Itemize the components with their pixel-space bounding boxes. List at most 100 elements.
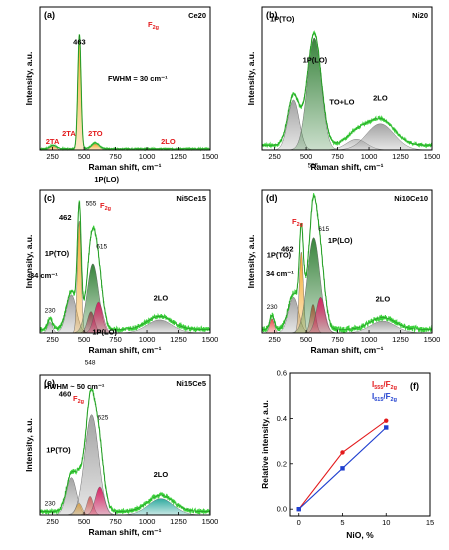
x-tick-label: 1500 [202, 335, 219, 344]
x-tick-label: 1250 [392, 152, 409, 161]
annotation: FWHM = 30 cm⁻¹ [108, 74, 168, 83]
panel-a: 250 500 750 1000 1250 1500 Raman shift, cm⁻¹ In… [24, 6, 219, 172]
x-tick-label: 1000 [139, 152, 156, 161]
annotation: 230 [45, 500, 56, 507]
f2g-label: F2g [100, 201, 111, 212]
x-tick-label: 1500 [424, 152, 441, 161]
panel-label: (f) [410, 381, 419, 391]
fit-envelope [262, 32, 432, 146]
annotation: 460 [59, 389, 72, 398]
annotation: 625 [98, 414, 109, 421]
fit-envelope [40, 389, 210, 512]
f2g-label: F2g [148, 20, 159, 31]
x-tick-label: 500 [300, 152, 313, 161]
sample-name: Ni20 [412, 11, 428, 20]
x-tick-label: 250 [46, 335, 59, 344]
annotation: 2LO [154, 470, 169, 479]
x-tick-label: 1000 [139, 335, 156, 344]
f2g-label: F2g [292, 217, 303, 228]
data-point [296, 506, 301, 512]
x-tick-label: 1000 [361, 152, 378, 161]
legend-entry: I555/F2g [372, 380, 397, 391]
x-tick-label: 250 [46, 152, 59, 161]
annotation: 1P(TO) [270, 15, 295, 24]
y-axis-label: Intensity, a.u. [24, 52, 34, 106]
panel-label: (e) [44, 378, 55, 388]
axes-frame [39, 189, 211, 334]
x-tick-label: 500 [300, 335, 313, 344]
data-point [340, 466, 345, 471]
annotation: 34 cm⁻¹ [266, 269, 294, 278]
y-axis-label: Relative intensity, a.u. [260, 400, 270, 489]
x-axis-label: Raman shift, cm⁻¹ [311, 162, 384, 172]
axes-frame [39, 374, 211, 516]
data-point [340, 450, 345, 455]
annotation: 555 [86, 200, 97, 207]
annotation: 462 [281, 245, 294, 254]
x-tick-label: 500 [78, 335, 91, 344]
annotation: 1P(TO) [45, 249, 70, 258]
legend-entry: I615/F2g [372, 392, 397, 403]
annotation: 34 cm⁻¹ [30, 271, 58, 280]
annotation: 1P(TO) [267, 251, 292, 260]
panel-label: (c) [44, 193, 55, 203]
axes-frame [39, 6, 211, 151]
annotation: 2LO [373, 93, 388, 102]
band-615 [302, 297, 339, 334]
y-axis-label: Intensity, a.u. [24, 235, 34, 289]
x-tick-label: 1250 [392, 335, 409, 344]
y-axis-label: Intensity, a.u. [246, 52, 256, 106]
fit-envelope [40, 201, 210, 330]
annotation: 2TA [62, 129, 76, 138]
panel-c: 250 500 750 1000 1250 1500 Raman shift, cm⁻¹ In… [24, 175, 218, 355]
annotation: 463 [73, 37, 86, 46]
annotation: 230 [267, 304, 278, 311]
axes-frame [261, 6, 433, 151]
y-tick-label: 0.6 [277, 369, 287, 378]
x-tick-label: 500 [78, 517, 91, 526]
x-tick-label: 1250 [170, 152, 187, 161]
panel-f: 0 5 10 15 0.0 0.2 0.4 0.6 NiO, % Relative intensi… [260, 369, 434, 541]
sample-name: Ce20 [188, 11, 206, 20]
sample-name: Ni10Ce10 [394, 194, 428, 203]
x-tick-label: 5 [340, 518, 344, 527]
band-1090 [324, 123, 433, 151]
x-tick-label: 1500 [202, 152, 219, 161]
annotation: 2TA [46, 137, 60, 146]
annotation: 1P(LO) [303, 56, 328, 65]
x-tick-label: 10 [382, 518, 390, 527]
x-tick-label: 1250 [170, 517, 187, 526]
data-point [384, 425, 389, 430]
annotation: 1P(LO) [328, 236, 353, 245]
sample-name: Ni15Ce5 [176, 379, 206, 388]
x-tick-label: 250 [268, 152, 281, 161]
annotation: 230 [45, 308, 56, 315]
sample-name: Ni5Ce15 [176, 194, 206, 203]
x-axis-label: NiO, % [346, 530, 374, 540]
annotation: 2LO [161, 137, 176, 146]
axes-frame [289, 372, 431, 517]
axes-frame [261, 189, 433, 334]
fit-envelope [40, 34, 210, 150]
y-axis-label: Intensity, a.u. [246, 235, 256, 289]
panel-d: 250 500 750 1000 1250 1500 Raman shift, cm⁻¹ In… [246, 163, 440, 355]
panel-label: (b) [266, 10, 278, 20]
panel-label: (a) [44, 10, 55, 20]
x-axis-label: Raman shift, cm⁻¹ [89, 345, 162, 355]
annotation: 462 [59, 213, 72, 222]
x-tick-label: 750 [109, 152, 122, 161]
panel-b: 250 500 750 1000 1250 1500 Raman shift, cm⁻¹ In… [246, 6, 441, 172]
f2g-label: F2g [73, 394, 84, 405]
x-tick-label: 250 [268, 335, 281, 344]
x-axis-label: Raman shift, cm⁻¹ [311, 345, 384, 355]
y-tick-label: 0.2 [277, 459, 287, 468]
annotation: TO+LO [329, 98, 354, 107]
y-tick-label: 0.0 [277, 505, 287, 514]
annotation: 2LO [376, 295, 391, 304]
y-tick-label: 0.4 [277, 414, 287, 423]
x-tick-label: 750 [331, 335, 344, 344]
annotation: 548 [85, 359, 96, 366]
panel-e: 250 500 750 1000 1250 1500 Raman shift, cm⁻¹ In… [24, 328, 218, 537]
x-tick-label: 250 [46, 517, 59, 526]
x-tick-label: 1500 [424, 335, 441, 344]
